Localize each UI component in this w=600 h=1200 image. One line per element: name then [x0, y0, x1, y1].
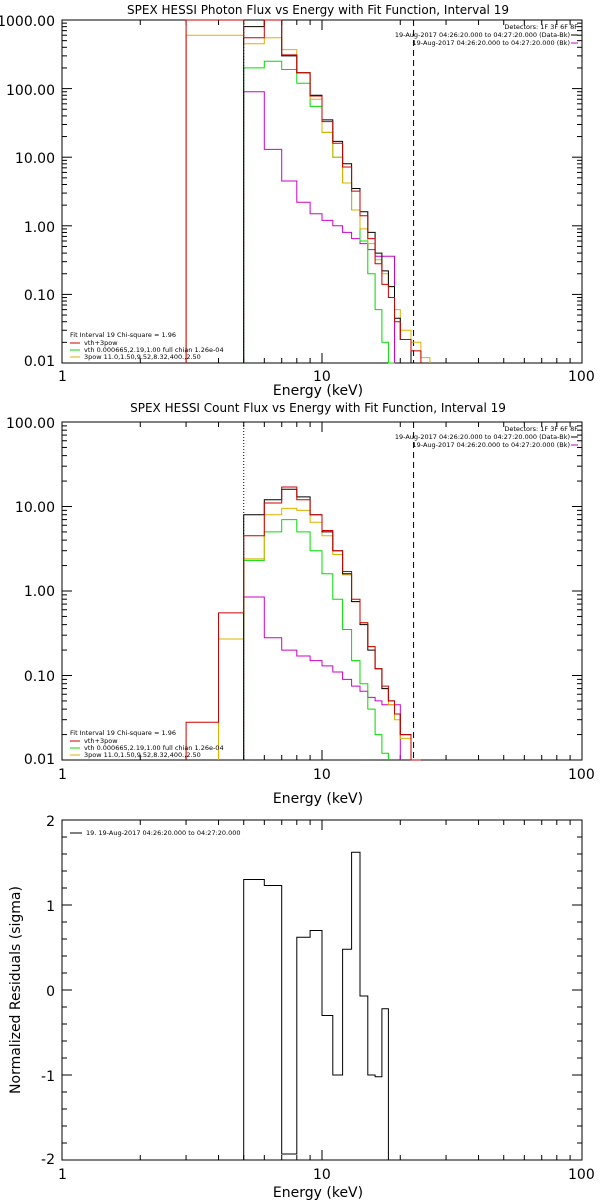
residuals-xtick-1: 1 — [58, 1167, 67, 1183]
photon-series-bk — [243, 91, 395, 363]
photon-ytick-100: 100.00 — [6, 83, 55, 99]
count-ytick-0.01: 0.01 — [24, 752, 55, 768]
count-legend-total: vth+3pow — [84, 737, 118, 745]
photon-header-line2: 19-Aug-2017 04:26:20.000 to 04:27:20.000… — [413, 39, 570, 47]
count-xtick-10: 10 — [313, 767, 331, 783]
count-fit-label: Fit Interval 19 Chi-square = 1.96 — [70, 729, 176, 737]
residuals-marks — [61, 819, 583, 1161]
residuals-ylabel: Normalized Residuals (sigma) — [8, 886, 24, 1094]
residuals-panel: 2 1 0 -1 -2 1 10 100 Energy (keV) Normal… — [8, 814, 595, 1200]
residuals-ytick-minus2: -2 — [41, 1152, 55, 1168]
photon-ytick-1: 1.00 — [24, 220, 55, 236]
photon-series-vth-3pow — [185, 19, 422, 363]
photon-xtick-100: 100 — [568, 369, 595, 385]
photon-series-data-bk — [243, 19, 412, 363]
count-flux-title: SPEX HESSI Count Flux vs Energy with Fit… — [130, 401, 506, 415]
count-xlabel: Energy (keV) — [273, 791, 363, 807]
residuals-ytick-1: 1 — [46, 899, 55, 915]
photon-legend-total: vth+3pow — [84, 339, 118, 347]
residuals-legend-entry: 19. 19-Aug-2017 04:26:20.000 to 04:27:20… — [86, 829, 241, 837]
photon-flux-panel: SPEX HESSI Photon Flux vs Energy with Fi… — [0, 3, 595, 399]
count-ytick-1: 1.00 — [24, 584, 55, 600]
residuals-xtick-10: 10 — [313, 1167, 331, 1183]
count-ytick-0.1: 0.10 — [24, 669, 55, 685]
photon-detectors: Detectors: 1F 3F 6F 8F — [504, 23, 578, 31]
photon-ytick-1000: 1000.00 — [0, 14, 55, 30]
count-flux-panel: SPEX HESSI Count Flux vs Energy with Fit… — [6, 401, 595, 807]
photon-fit-label: Fit Interval 19 Chi-square = 1.96 — [70, 331, 176, 339]
count-detectors: Detectors: 1F 3F 6F 8F — [504, 425, 578, 433]
count-header-line2: 19-Aug-2017 04:26:20.000 to 04:27:20.000… — [413, 441, 570, 449]
photon-header-line1: 19-Aug-2017 04:26:20.000 to 04:27:20.000… — [395, 31, 570, 39]
residuals-xtick-100: 100 — [568, 1167, 595, 1183]
photon-flux-title: SPEX HESSI Photon Flux vs Energy with Fi… — [127, 3, 509, 17]
count-flux-marks — [61, 421, 583, 761]
photon-ytick-0.1: 0.10 — [24, 288, 55, 304]
photon-legend-vth: vth 0.000665,2.19,1.00 full chian 1.26e-… — [84, 346, 224, 354]
residuals-histogram — [243, 851, 389, 1160]
photon-xtick-1: 1 — [58, 369, 67, 385]
count-xtick-1: 1 — [58, 767, 67, 783]
photon-ytick-0.01: 0.01 — [24, 354, 55, 370]
count-xtick-100: 100 — [568, 767, 595, 783]
count-series-3pow — [218, 507, 421, 761]
residuals-ytick-0: 0 — [46, 984, 55, 1000]
count-series-vth — [243, 519, 389, 760]
count-legend-3pow: 3pow 11.0,1.50,9.52,8.32,400.,2.50 — [84, 751, 201, 759]
photon-series-vth — [243, 60, 395, 364]
count-plot-frame — [61, 421, 583, 761]
photon-series-3pow — [185, 34, 431, 363]
photon-xtick-10: 10 — [313, 369, 331, 385]
count-ytick-10: 10.00 — [15, 500, 55, 516]
count-legend-vth: vth 0.000665,2.19,1.00 full chian 1.26e-… — [84, 744, 224, 752]
count-header-line1: 19-Aug-2017 04:26:20.000 to 04:27:20.000… — [395, 433, 570, 441]
photon-flux-marks — [61, 19, 583, 364]
count-series-bk — [243, 596, 401, 760]
residuals-ytick-2: 2 — [46, 814, 55, 830]
photon-legend-3pow: 3pow 11.0,1.50,9.52,8.32,400.,2.50 — [84, 353, 201, 361]
photon-ytick-10: 10.00 — [15, 151, 55, 167]
residuals-ytick-minus1: -1 — [41, 1069, 55, 1085]
residuals-xlabel: Energy (keV) — [273, 1185, 363, 1200]
photon-xlabel: Energy (keV) — [273, 383, 363, 399]
count-series-vth-3pow — [185, 486, 421, 761]
photon-plot-frame — [61, 19, 583, 364]
count-ytick-100: 100.00 — [6, 416, 55, 432]
